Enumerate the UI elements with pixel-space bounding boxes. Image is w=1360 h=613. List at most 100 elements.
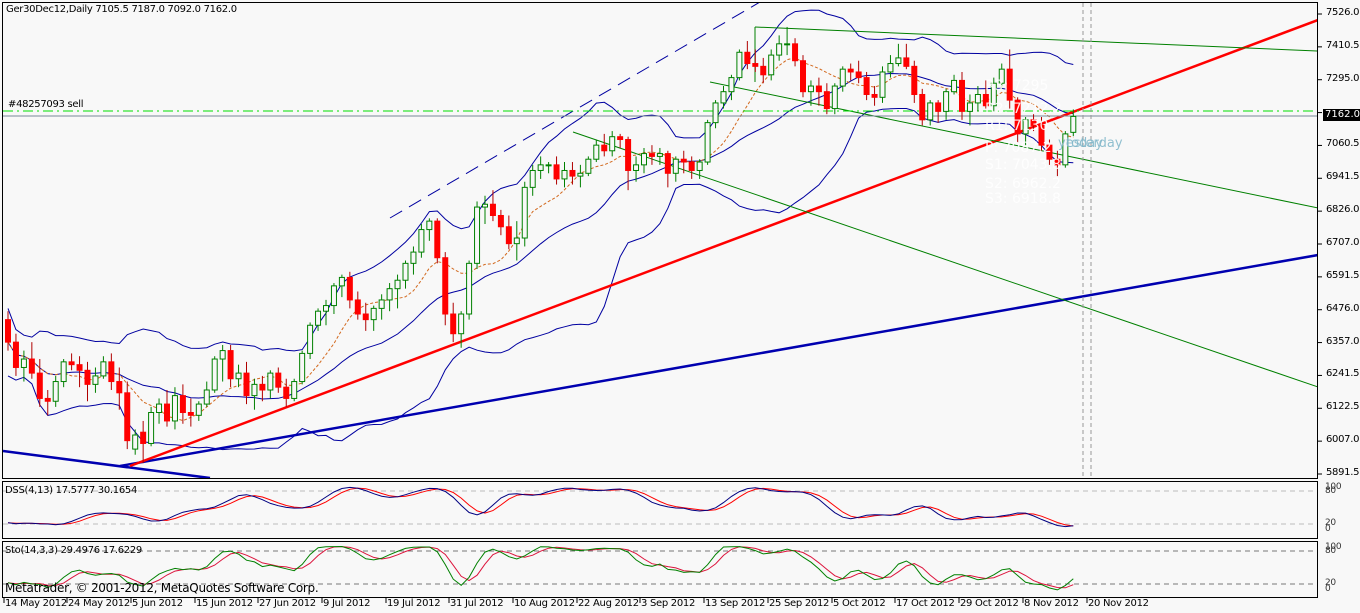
time-tick-label: 31 Jul 2012 — [450, 598, 504, 609]
bull-candle — [712, 102, 719, 124]
bear-candle — [275, 372, 282, 388]
bull-candle — [386, 288, 393, 301]
bear-candle — [36, 372, 43, 399]
bear-candle — [283, 386, 290, 399]
bear-candle — [935, 102, 942, 112]
bull-candle — [323, 305, 329, 312]
bull-candle — [776, 43, 783, 56]
price-tick-label: 7060.5 — [1326, 138, 1360, 150]
bull-candle — [171, 395, 178, 422]
subpanel-level-label: 0 — [1325, 524, 1331, 534]
trendline-red — [129, 19, 1317, 468]
bull-candle — [537, 164, 544, 171]
bull-candle — [672, 158, 679, 174]
bear-candle — [434, 220, 441, 259]
bull-candle — [736, 51, 743, 79]
bear-candle — [903, 57, 910, 67]
bull-candle — [784, 43, 791, 46]
bear-candle — [497, 215, 504, 228]
time-tick-label: 13 Sep 2012 — [705, 598, 766, 609]
bull-candle — [203, 389, 210, 405]
bear-candle — [1054, 158, 1061, 166]
time-tick-label: 22 Aug 2012 — [578, 598, 639, 609]
bear-candle — [1030, 119, 1037, 126]
bull-candle — [704, 122, 711, 163]
bull-candle — [577, 172, 584, 177]
bull-candle — [100, 361, 107, 377]
bear-candle — [76, 364, 83, 371]
bull-candle — [52, 381, 59, 402]
bull-candle — [426, 220, 433, 231]
bull-candle — [370, 307, 377, 321]
bear-candle — [44, 397, 51, 402]
chart-header: Ger30Dec12,Daily 7105.5 7187.0 7092.0 71… — [6, 4, 237, 15]
time-tick-label: 5 Oct 2012 — [833, 598, 886, 609]
time-tick-label: 17 Oct 2012 — [896, 598, 955, 609]
bear-candle — [760, 65, 767, 76]
bull-candle — [990, 82, 997, 107]
current-price-label: 7162.0 — [1323, 109, 1360, 121]
main-panel-frame — [2, 2, 1318, 479]
bear-candle — [68, 361, 75, 366]
time-tick-label: 24 May 2012 — [68, 598, 130, 609]
bull-candle — [132, 434, 139, 450]
price-tick-label: 6591.5 — [1326, 269, 1360, 281]
bull-candle — [291, 381, 298, 399]
bull-candle — [998, 68, 1005, 84]
dashed-channel — [389, 3, 760, 219]
time-tick-label: 15 Jun 2012 — [196, 598, 253, 609]
bear-candle — [847, 68, 854, 73]
time-tick-label: 27 Jun 2012 — [259, 598, 316, 609]
price-tick-label: 7410.5 — [1326, 39, 1360, 51]
bear-candle — [569, 169, 576, 177]
time-tick-label: 9 Jul 2012 — [323, 598, 371, 609]
bull-candle — [1022, 119, 1029, 135]
bear-candle — [792, 43, 799, 62]
bull-candle — [482, 203, 488, 208]
subpanel-level-label: 100 — [1325, 542, 1342, 552]
bear-candle — [823, 91, 830, 110]
bull-candle — [656, 153, 663, 157]
sto-label: Sto(14,3,3) 29.4976 17.6229 — [5, 545, 142, 556]
bear-candle — [346, 276, 353, 301]
bull-candle — [521, 186, 528, 239]
bull-candle — [943, 91, 950, 112]
bull-candle — [474, 206, 481, 264]
bear-candle — [227, 350, 234, 380]
channel-lower — [572, 131, 1317, 388]
time-tick-label: 14 May 2012 — [5, 598, 67, 609]
bear-candle — [919, 93, 926, 121]
bull-candle — [251, 383, 258, 397]
bear-candle — [442, 257, 449, 315]
bear-candle — [354, 299, 361, 315]
bear-candle — [116, 381, 123, 394]
bull-candle — [92, 375, 99, 385]
pivot-label: R2: 7212.2 — [985, 101, 1062, 117]
bull-candle — [418, 229, 425, 253]
bull-candle — [951, 79, 958, 93]
time-tick-label: 19 Jul 2012 — [387, 598, 441, 609]
dss-label: DSS(4,13) 17.5777 30.1654 — [5, 485, 138, 496]
bear-candle — [505, 226, 512, 245]
copyright-text: Metatrader, © 2001-2012, MetaQuotes Soft… — [5, 581, 319, 595]
bull-candle — [561, 169, 568, 180]
price-tick-label: 5891.5 — [1326, 467, 1360, 478]
bull-candle — [545, 164, 552, 167]
bear-candle — [617, 136, 624, 141]
bull-candle — [839, 68, 846, 87]
sto-main-line — [7, 545, 1074, 591]
bear-candle — [12, 341, 19, 368]
bear-candle — [982, 93, 989, 107]
bear-candle — [1014, 99, 1021, 135]
trendline-blue-down — [3, 449, 211, 478]
pivot-label: S3: 6918.8 — [985, 191, 1061, 207]
bear-candle — [553, 164, 560, 180]
bull-candle — [641, 153, 647, 166]
bear-candle — [855, 71, 862, 79]
bear-candle — [752, 63, 759, 67]
bull-candle — [887, 63, 894, 73]
bull-candle — [1070, 115, 1077, 133]
subpanel-level-label: 20 — [1325, 578, 1336, 588]
